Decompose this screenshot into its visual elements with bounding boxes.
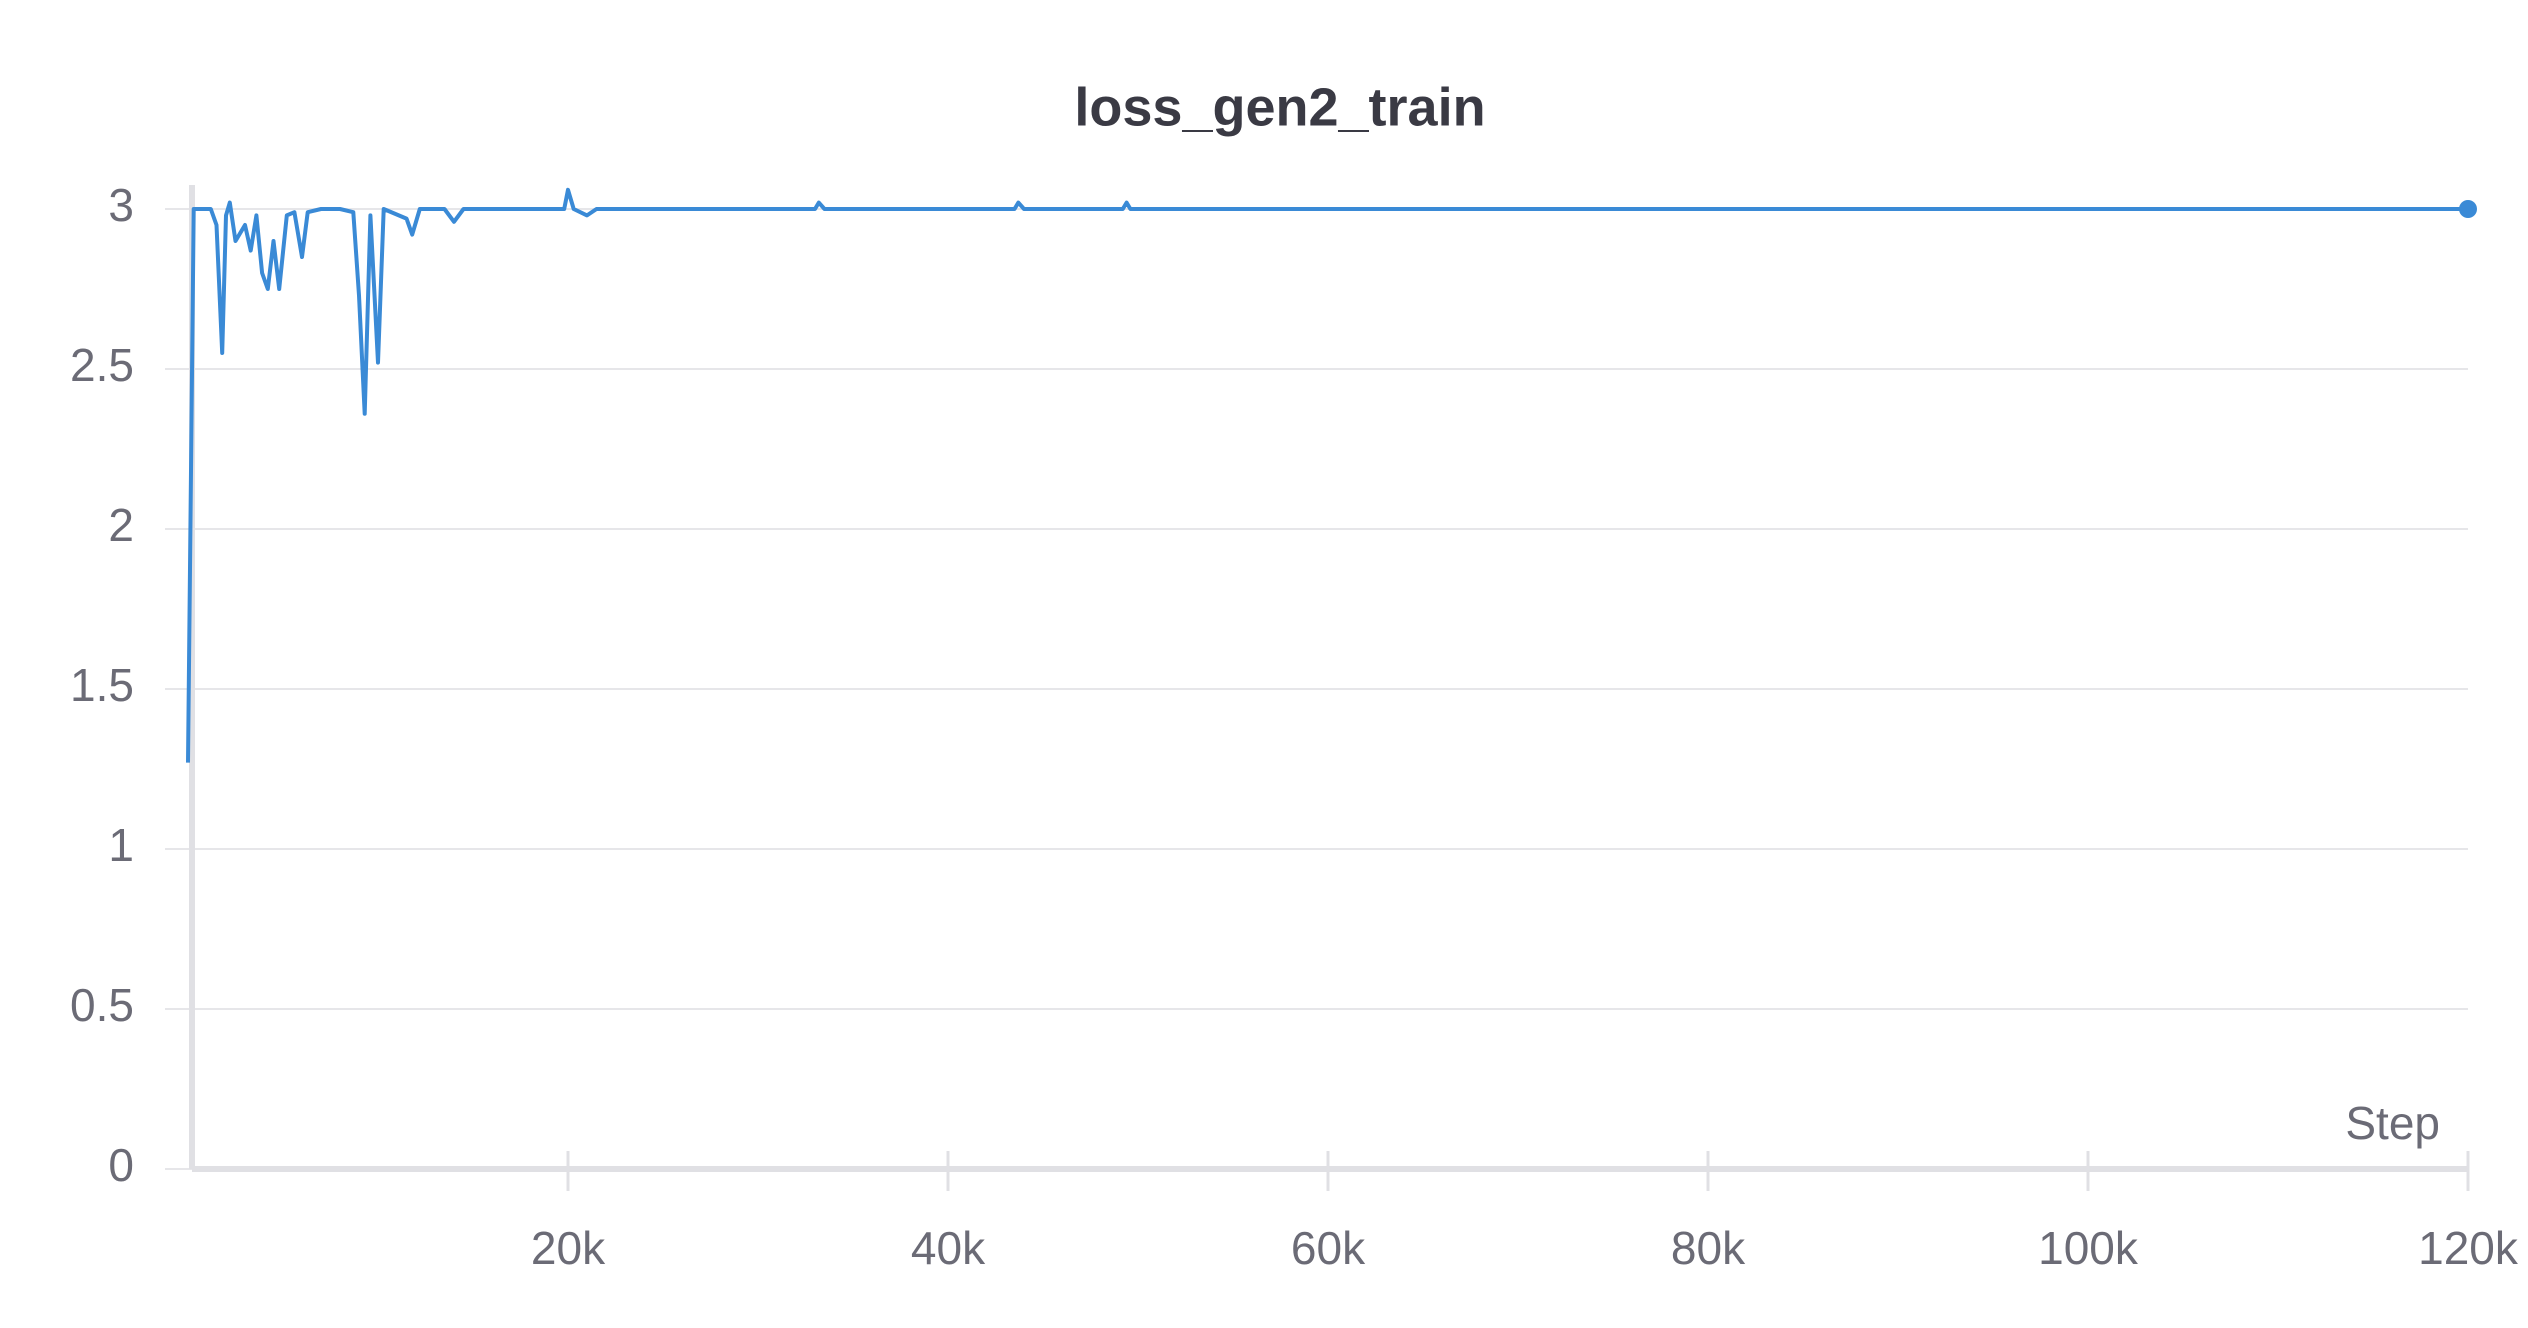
y-tick-label: 3: [108, 179, 134, 231]
y-tick-label: 1.5: [70, 659, 134, 711]
y-tick-label: 2: [108, 499, 134, 551]
x-tick-label: 60k: [1291, 1222, 1366, 1274]
line: [186, 187, 2468, 763]
x-tick-label: 120k: [2418, 1222, 2519, 1274]
end-point: [2459, 200, 2477, 218]
x-tick-label: 100k: [2038, 1222, 2139, 1274]
y-tick-label: 0: [108, 1139, 134, 1191]
x-tick-label: 80k: [1671, 1222, 1746, 1274]
y-tick-label: 2.5: [70, 339, 134, 391]
x-axis-label: Step: [2345, 1097, 2440, 1149]
x-tick-label: 40k: [911, 1222, 986, 1274]
y-tick-label: 0.5: [70, 979, 134, 1031]
y-tick-label: 1: [108, 819, 134, 871]
chart-title: loss_gen2_train: [1074, 77, 1485, 137]
x-tick-label: 20k: [531, 1222, 606, 1274]
